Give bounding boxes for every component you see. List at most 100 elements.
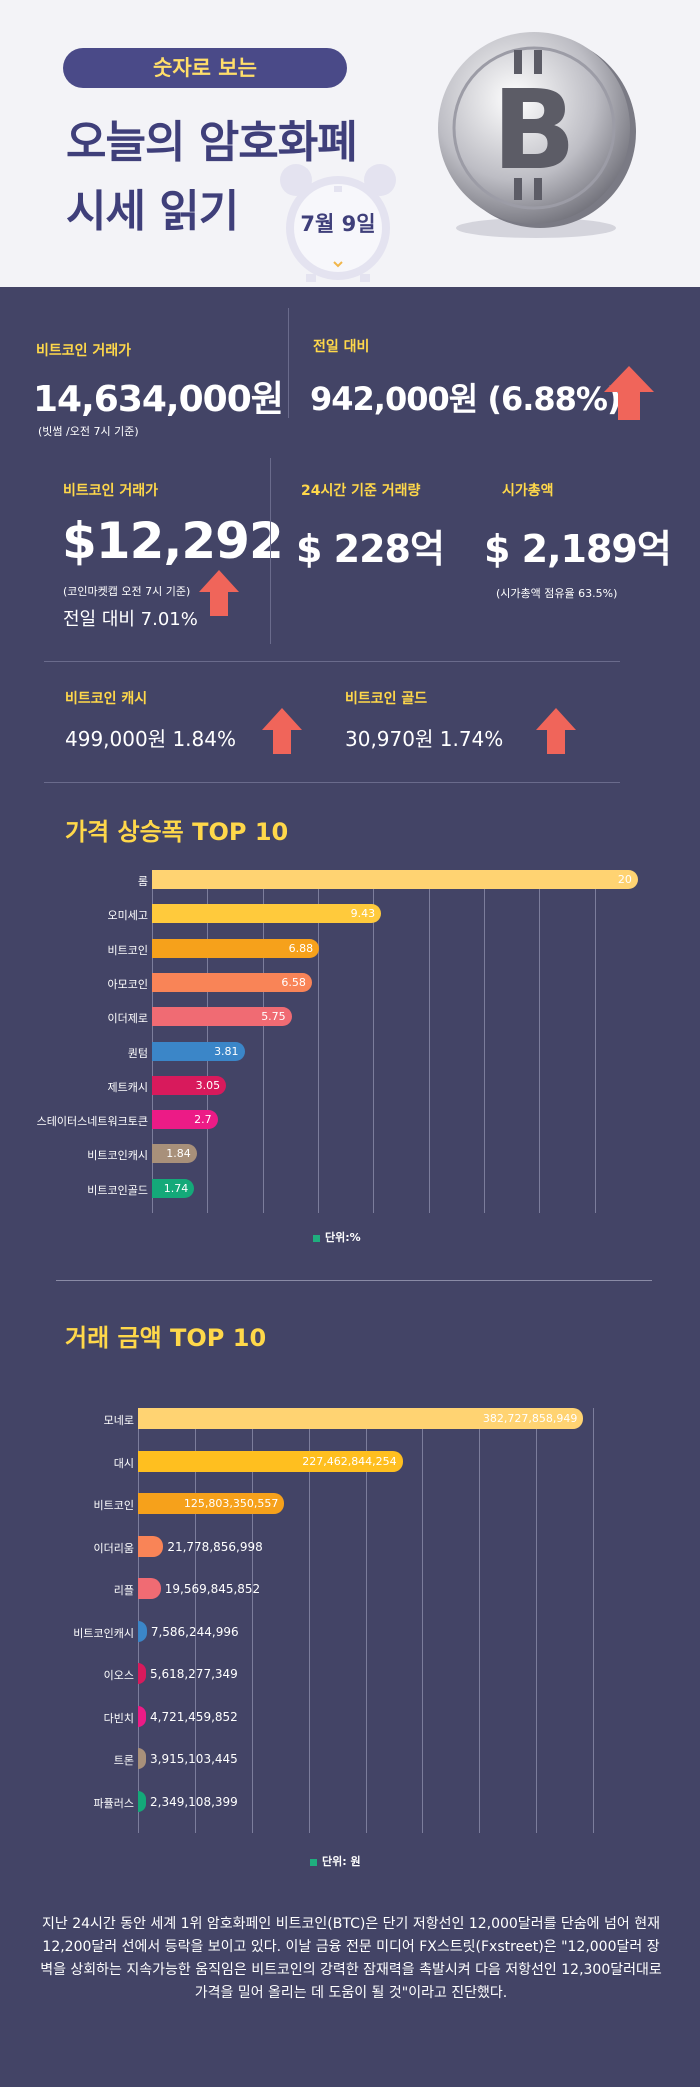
grid-line xyxy=(318,870,319,1213)
grid-line xyxy=(194,1408,196,1833)
category-label: 대시 xyxy=(113,1456,134,1470)
bar xyxy=(138,1408,584,1429)
prev-day-value: 942,000원 (6.88%) xyxy=(310,380,622,418)
category-label: 다빈치 xyxy=(103,1711,134,1725)
category-label: 롬 xyxy=(137,875,148,888)
bar xyxy=(138,1450,403,1472)
category-label: 오미세고 xyxy=(107,909,148,923)
grid-line xyxy=(594,870,596,1213)
chart2-unit-label: 단위: 원 xyxy=(322,1855,361,1868)
grid-line xyxy=(308,1408,310,1833)
bar xyxy=(138,1620,147,1642)
bar xyxy=(138,1705,146,1727)
btc-usd-label: 비트코인 거래가 xyxy=(63,483,159,499)
header: 숫자로 보는 오늘의 암호화폐 시세 읽기 7월 9일 xyxy=(0,0,700,287)
category-label: 이오스 xyxy=(103,1669,134,1682)
category-label: 비트코인캐시 xyxy=(73,1626,134,1640)
bar xyxy=(138,1493,285,1514)
up-arrow-icon xyxy=(262,708,302,754)
bar-value-label: 2,349,108,399 xyxy=(150,1794,238,1809)
summary-paragraph: 지난 24시간 동안 세계 1위 암호화페인 비트코인(BTC)은 단기 저항선… xyxy=(40,1916,662,2001)
category-label: 아모코인 xyxy=(107,977,148,991)
bar xyxy=(152,1007,292,1027)
alarm-clock-icon xyxy=(280,164,396,282)
up-arrow-icon xyxy=(199,570,239,616)
chart2-title: 거래 금액 TOP 10 xyxy=(65,1324,267,1352)
bar-value-label: 3,915,103,445 xyxy=(150,1752,238,1766)
divider xyxy=(44,661,620,662)
chart2-unit: 단위: 원 xyxy=(310,1853,361,1869)
btc-price-krw: 14,634,000원 xyxy=(33,379,284,420)
bar xyxy=(152,1178,195,1198)
bar-value-label: 20 xyxy=(617,873,632,886)
bar-value-label: 1.74 xyxy=(163,1181,189,1195)
bar xyxy=(152,1075,227,1095)
divider xyxy=(44,782,620,783)
divider xyxy=(288,308,289,418)
up-arrow-icon xyxy=(604,366,654,420)
legend-dot xyxy=(310,1858,317,1866)
market-cap-note: (시가총액 점유율 63.5%) xyxy=(496,587,618,600)
legend-dot xyxy=(313,1234,320,1242)
bar xyxy=(138,1663,146,1684)
header-pill: 숫자로 보는 xyxy=(63,48,347,88)
chart1-title: 가격 상승폭 TOP 10 xyxy=(65,818,289,846)
market-cap-value: $ 2,189억 xyxy=(484,527,672,571)
bar xyxy=(138,1578,161,1599)
prev-day-label: 전일 대비 xyxy=(313,339,370,355)
divider xyxy=(56,1280,652,1281)
bar xyxy=(138,1748,146,1769)
btc-usd-change: 전일 대비 7.01% xyxy=(63,609,198,630)
grid-line xyxy=(539,870,541,1213)
grid-line xyxy=(536,1408,538,1833)
category-label: 비트코인 xyxy=(107,943,148,957)
bar xyxy=(152,938,320,958)
grid-line xyxy=(373,870,375,1213)
bar-value-label: 19,569,845,852 xyxy=(164,1582,261,1596)
bar-value-label: 7,586,244,996 xyxy=(150,1624,239,1639)
bar xyxy=(152,1041,245,1061)
category-label: 모네로 xyxy=(103,1414,134,1427)
bch-label: 비트코인 캐시 xyxy=(65,691,148,707)
grid-line xyxy=(593,1408,595,1833)
grid-line xyxy=(422,1408,424,1833)
up-arrow-icon xyxy=(536,708,576,754)
grid-line xyxy=(428,870,430,1213)
bar-value-label: 6.88 xyxy=(288,941,314,955)
bar-value-label: 3.05 xyxy=(195,1078,221,1092)
category-label: 파퓰러스 xyxy=(93,1796,134,1810)
category-label: 스테이터스네트워크토큰 xyxy=(36,1115,148,1129)
bar-value-label: 125,803,350,557 xyxy=(183,1497,279,1510)
date-label: 7월 9일 xyxy=(300,212,376,236)
btc-price-note: (빗썸 /오전 7시 기준) xyxy=(38,425,139,438)
bar-value-label: 5,618,277,349 xyxy=(150,1667,238,1681)
bar-value-label: 382,727,858,949 xyxy=(482,1412,578,1425)
grid-line xyxy=(479,1408,481,1833)
category-label: 리플 xyxy=(113,1584,134,1597)
chart1-unit-label: 단위:% xyxy=(325,1231,361,1244)
category-label: 트론 xyxy=(113,1754,134,1767)
bar-value-label: 227,462,844,254 xyxy=(302,1454,397,1468)
bar-value-label: 2.7 xyxy=(194,1113,212,1127)
category-label: 비트코인 xyxy=(93,1499,134,1512)
btg-value: 30,970원 1.74% xyxy=(345,727,504,751)
market-cap-label: 시가총액 xyxy=(502,483,554,499)
category-label: 비트코인골드 xyxy=(87,1183,148,1197)
bar-value-label: 21,778,856,998 xyxy=(167,1539,263,1554)
bitcoin-coin-icon: B xyxy=(438,32,636,238)
grid-line xyxy=(484,870,485,1213)
chart1-unit: 단위:% xyxy=(313,1229,361,1245)
divider xyxy=(270,458,271,644)
category-label: 비트코인캐시 xyxy=(87,1149,148,1163)
category-label: 이더리움 xyxy=(93,1541,134,1555)
svg-text:B: B xyxy=(492,66,576,194)
btg-label: 비트코인 골드 xyxy=(345,691,428,707)
bar-value-label: 1.84 xyxy=(166,1147,191,1161)
main-panel xyxy=(0,287,700,2087)
price-gain-chart: 롬 20 오미세고 9.43 비트코인 6.88 아모코인 6.58 이더제로 5.75 퀀텀 3.8… xyxy=(0,870,700,1213)
page-title-line1: 오늘의 암호화폐 xyxy=(66,117,358,168)
bar xyxy=(138,1535,164,1557)
bar xyxy=(152,904,382,924)
bar-value-label: 4,721,459,852 xyxy=(150,1709,238,1724)
